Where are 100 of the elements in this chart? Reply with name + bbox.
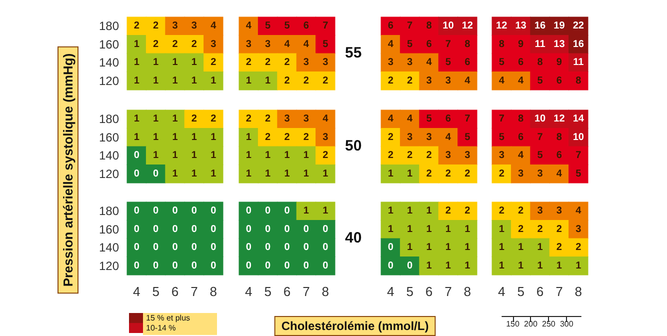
data-label: 16 [572,38,584,50]
data-label: 1 [246,132,252,143]
data-label: 1 [191,57,198,68]
data-label: 1 [172,57,178,68]
data-label: 4 [210,20,217,32]
data-label: 1 [576,260,582,272]
data-label: 0 [134,260,140,272]
x-tick-label: 8 [574,284,582,299]
data-label: 3 [388,57,394,68]
x-tick-label: 6 [425,284,433,299]
text: 10-14 % [146,324,176,332]
data-label: 2 [407,75,414,86]
data-label: 0 [153,224,160,235]
data-label: 4 [388,114,394,125]
data-label: 0 [134,242,140,254]
data-label: 3 [284,114,290,125]
data-label: 0 [210,224,217,235]
data-label: 4 [576,206,582,217]
data-label: 7 [537,132,544,143]
data-label: 5 [498,57,505,68]
y-tick-label: 140 [98,56,120,70]
y-tick-label: 140 [98,148,120,163]
data-label: 0 [191,206,198,217]
data-label: 14 [572,114,584,125]
x2-tick-label: 300 [560,320,574,328]
data-label: 2 [191,38,198,50]
data-label: 8 [518,114,524,125]
y-tick-label: 140 [98,240,120,255]
data-label: 1 [407,206,414,217]
data-label: 1 [153,57,160,68]
data-label: 5 [498,132,505,143]
data-label: 2 [265,57,272,68]
data-label: 3 [407,132,414,143]
data-label: 1 [426,224,432,235]
data-label: 0 [284,242,290,254]
data-label: 3 [191,20,198,32]
data-label: 0 [284,224,290,235]
data-label: 8 [576,75,582,86]
data-label: 6 [518,57,524,68]
text: 15 % et plus [146,314,190,322]
y-tick-label: 180 [98,112,120,126]
data-label: 4 [388,38,394,50]
data-label: 3 [172,20,178,32]
data-label: 3 [246,38,252,50]
data-label: 1 [134,38,140,50]
y-tick-label: 180 [98,204,120,218]
data-label: 3 [303,57,310,68]
x-tick-label: 7 [556,284,563,299]
data-label: 0 [246,260,252,272]
data-label: 0 [265,260,272,272]
x-tick-label: 4 [498,284,506,299]
data-label: 1 [210,150,217,162]
y-tick-label: 180 [98,19,120,34]
x-tick-label: 8 [322,284,330,299]
data-label: 2 [303,75,310,86]
data-label: 1 [537,242,544,254]
data-label: 0 [246,224,252,235]
data-label: 0 [284,260,290,272]
data-label: 1 [172,132,178,143]
data-label: 4 [518,150,524,162]
data-label: 6 [426,38,432,50]
y2-axis-title: 55 [345,44,362,62]
data-label: 5 [265,20,272,32]
data-label: 1 [134,114,140,125]
data-label: 0 [322,242,329,254]
data-label: 2 [210,57,217,68]
data-label: 0 [303,260,310,272]
data-label: 0 [191,260,198,272]
data-label: 5 [426,114,432,125]
data-label: 0 [265,224,272,235]
data-label: 0 [153,206,160,217]
x2-tick-label: 150 [506,320,520,328]
data-label: 3 [210,38,217,50]
data-label: 2 [191,114,198,125]
data-label: 2 [498,168,505,180]
data-label: 1 [172,114,178,125]
data-label: 13 [515,20,527,32]
data-label: 1 [153,75,160,86]
data-label: 16 [534,20,546,32]
data-label: 1 [210,168,217,180]
data-label: 6 [388,20,394,32]
data-label: 8 [426,20,432,32]
data-label: 3 [445,75,452,86]
data-label: 2 [464,168,471,180]
data-label: 1 [464,224,471,235]
data-label: 1 [303,150,310,162]
data-label: 1 [498,260,505,272]
data-label: 0 [246,242,252,254]
data-label: 2 [246,114,252,125]
data-label: 3 [426,132,432,143]
data-label: 8 [498,38,505,50]
data-label: 2 [464,206,471,217]
y-tick-label: 160 [98,130,120,144]
data-label: 3 [445,150,452,162]
data-label: 4 [284,38,290,50]
data-label: 9 [556,57,562,68]
data-label: 0 [153,242,160,254]
data-label: 3 [322,132,329,143]
x-axis-title: Cholestérolémie (mmol/L) [281,319,429,333]
data-label: 0 [303,242,310,254]
